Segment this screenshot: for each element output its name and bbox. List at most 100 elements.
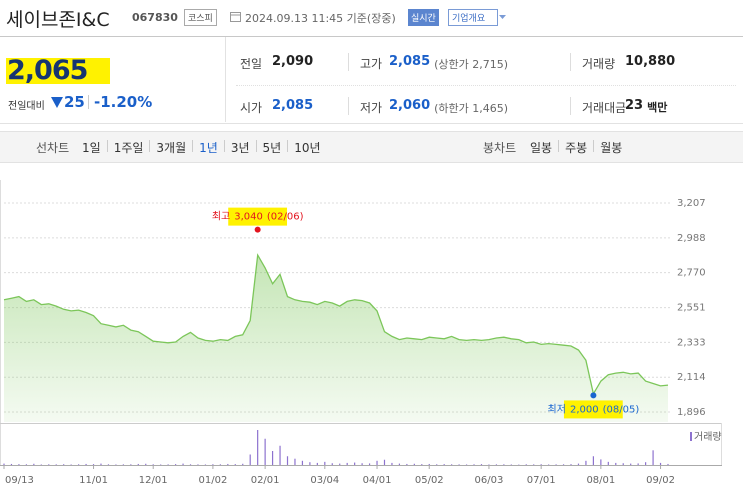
volume-bar [92,464,95,465]
price-line [3,253,669,396]
volume-bar [667,463,669,465]
stat-label: 거래대금 [582,101,627,115]
period-tab[interactable]: 주봉 [565,141,588,155]
tab-separator [192,140,194,152]
y-tick-label: 2,333 [677,337,706,348]
overview-button[interactable]: 기업개요 [448,9,499,26]
volume-bar [630,463,632,465]
volume-bar [309,462,311,465]
volume-bar [189,464,192,465]
highlight [6,58,110,84]
volume-bar [361,463,363,465]
price-area [4,255,668,422]
volume-bar [600,459,602,465]
volume-bar [443,464,445,465]
volume-bar [577,463,580,465]
volume-bar [376,460,378,465]
stock-name: 세이브존I&C [6,9,110,31]
volume-bar [316,462,318,465]
volume-bar [249,454,251,465]
divider [225,37,226,122]
volume-bar [242,463,244,465]
volume-legend: 거래량 [694,431,722,443]
realtime-badge[interactable]: 실시간 [408,9,439,26]
period-tab[interactable]: 1일 [82,141,101,155]
stat-value: 23 [625,98,644,113]
volume-bar [473,464,475,465]
tab-separator [287,140,289,152]
volume-bar [25,464,27,465]
x-tick-label: 04/01 [363,475,392,486]
volume-bar [555,464,557,465]
volume-bar [219,464,221,465]
volume-bar [301,460,304,465]
volume-bar [279,445,281,465]
volume-legend-swatch [690,432,692,441]
stat-label: 전일 [240,57,263,71]
stat-label: 거래량 [582,57,616,71]
period-tab[interactable]: 3년 [230,141,250,155]
volume-bar [383,459,386,465]
market-badge: 코스피 [184,9,217,26]
volume-bar [346,462,348,465]
row-divider [236,85,736,86]
volume-bar [637,463,639,465]
volume-bar [286,456,289,465]
annotation-date: (08/05) [603,404,640,415]
volume-bar [533,464,535,465]
y-tick-label: 3,207 [677,198,706,209]
period-tab[interactable]: 1년 [199,141,218,155]
tab-bar [0,131,743,163]
line-chart-label: 선차트 [36,141,70,155]
quote-box [0,36,743,124]
volume-bar [548,464,550,465]
period-tab[interactable]: 10년 [294,141,321,155]
period-tab[interactable]: 3개월 [156,141,187,155]
stat-label: 시가 [240,101,263,115]
volume-bar [458,464,460,465]
volume-bar [70,464,72,465]
volume-bar [227,463,229,465]
stat-label: 고가 [360,57,383,71]
volume-bar [174,464,177,465]
volume-bar [406,463,408,465]
y-tick-label: 2,770 [677,268,706,279]
volume-bar [421,464,423,465]
stat-label: 저가 [360,101,383,115]
volume-bar [480,464,483,465]
period-tab[interactable]: 월봉 [600,141,623,155]
volume-bar [130,464,132,465]
stock-code: 067830 [132,11,178,24]
volume-bar [63,464,65,465]
change-percent: -1.20% [94,93,153,111]
period-tab[interactable]: 5년 [262,141,282,155]
volume-bar [585,460,587,465]
highlight [563,400,623,419]
divider [348,53,349,71]
tab-separator [106,140,108,152]
volume-bar [525,464,527,465]
volume-bar [40,464,42,465]
volume-bar [234,464,236,465]
change-caption: 전일대비 [8,101,45,112]
volume-bar [3,463,5,465]
y-tick-label: 1,896 [677,407,706,418]
volume-bar [652,450,654,465]
volume-bar [204,464,207,465]
volume-bar [510,464,512,465]
dropdown-arrow [499,15,506,19]
volume-bar [122,464,124,465]
volume-bar [145,463,147,465]
tab-separator [255,140,257,152]
volume-bar [10,463,13,465]
volume-bar [33,463,35,465]
volume-bar [354,462,356,465]
volume-bar [48,464,50,465]
tab-separator [558,140,560,152]
period-tab[interactable]: 일봉 [530,141,553,155]
stat-note: (하한가 1,465) [434,102,509,115]
stat-value: 2,090 [272,54,314,69]
volume-bar [562,464,565,465]
period-tab[interactable]: 1주일 [113,141,144,155]
